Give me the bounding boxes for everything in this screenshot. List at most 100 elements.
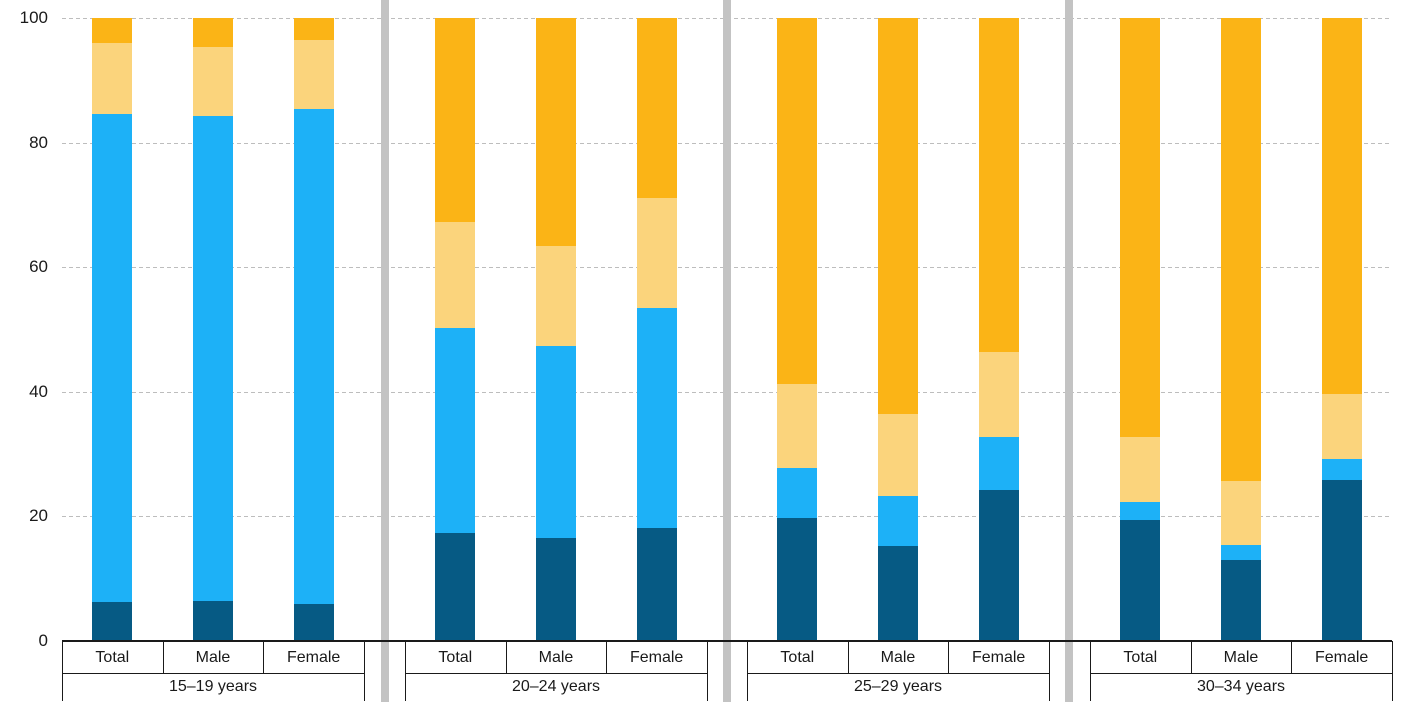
bar-segment-light-blue bbox=[777, 468, 818, 519]
bar-g3-male bbox=[878, 18, 918, 641]
bar-segment-light-amber bbox=[92, 42, 133, 114]
category-label: Total bbox=[780, 649, 815, 666]
bar-segment-light-blue bbox=[536, 346, 576, 539]
bar-segment-amber-top bbox=[435, 18, 476, 223]
y-tick-label: 20 bbox=[29, 506, 48, 526]
table-border bbox=[1392, 641, 1393, 701]
group-separator bbox=[1065, 0, 1073, 702]
y-tick-label: 80 bbox=[29, 132, 48, 152]
table-cell-divider bbox=[505, 641, 507, 673]
category-label: Total bbox=[95, 649, 130, 666]
age-group-label: 25–29 years bbox=[853, 678, 943, 695]
bar-segment-amber-top bbox=[777, 18, 818, 384]
bar-segment-dark-blue-bottom bbox=[193, 600, 233, 641]
bar-g1-male bbox=[193, 18, 233, 641]
bar-segment-amber-top bbox=[92, 18, 133, 43]
table-border bbox=[405, 641, 406, 701]
group-separator bbox=[381, 0, 389, 702]
bar-segment-amber-top bbox=[536, 18, 576, 247]
bar-segment-amber-top bbox=[878, 18, 918, 414]
bar-segment-dark-blue-bottom bbox=[878, 545, 918, 641]
category-label: Female bbox=[629, 649, 684, 666]
bar-segment-light-blue bbox=[1321, 459, 1362, 480]
table-border bbox=[1090, 641, 1091, 701]
category-label: Female bbox=[971, 649, 1026, 666]
y-tick-label: 60 bbox=[29, 257, 48, 277]
bar-g2-female bbox=[636, 18, 677, 641]
bar-g3-total bbox=[777, 18, 818, 641]
bar-segment-dark-blue-bottom bbox=[1221, 560, 1261, 641]
bar-g4-female bbox=[1321, 18, 1362, 641]
table-row-divider bbox=[62, 673, 364, 674]
bar-segment-dark-blue-bottom bbox=[536, 538, 576, 641]
bar-g4-male bbox=[1221, 18, 1261, 641]
category-label: Male bbox=[538, 649, 574, 666]
table-border bbox=[1049, 641, 1050, 701]
bar-segment-light-blue bbox=[293, 108, 334, 604]
bar-segment-dark-blue-bottom bbox=[1321, 479, 1362, 641]
bar-g1-total bbox=[92, 18, 133, 641]
bar-segment-amber-top bbox=[193, 18, 233, 47]
bar-segment-light-amber bbox=[1221, 480, 1261, 546]
y-tick-label: 40 bbox=[29, 381, 48, 401]
table-row-divider bbox=[405, 673, 707, 674]
bar-segment-dark-blue-bottom bbox=[978, 489, 1019, 641]
table-cell-divider bbox=[263, 641, 265, 673]
bar-segment-amber-top bbox=[1221, 18, 1261, 481]
table-row-divider bbox=[1090, 673, 1392, 674]
bar-segment-dark-blue-bottom bbox=[293, 603, 334, 641]
table-border bbox=[62, 641, 63, 701]
bar-segment-light-blue bbox=[193, 116, 233, 601]
table-cell-divider bbox=[606, 641, 608, 673]
bar-g1-female bbox=[293, 18, 334, 641]
bar-segment-light-amber bbox=[435, 222, 476, 329]
y-tick-label: 100 bbox=[19, 8, 48, 27]
group-separator bbox=[723, 0, 731, 702]
bar-segment-amber-top bbox=[978, 18, 1019, 352]
category-label: Female bbox=[1314, 649, 1369, 666]
bar-segment-light-amber bbox=[1120, 437, 1161, 503]
bar-segment-amber-top bbox=[293, 18, 334, 40]
table-cell-divider bbox=[1190, 641, 1192, 673]
bar-segment-light-blue bbox=[878, 496, 918, 546]
bar-segment-amber-top bbox=[1321, 18, 1362, 394]
bar-g4-total bbox=[1120, 18, 1161, 641]
category-label: Male bbox=[195, 649, 231, 666]
category-label: Total bbox=[438, 649, 473, 666]
age-group-label: 30–34 years bbox=[1196, 678, 1286, 695]
bar-segment-light-amber bbox=[293, 39, 334, 109]
bar-segment-light-blue bbox=[1221, 545, 1261, 561]
bar-segment-light-blue bbox=[1120, 502, 1161, 521]
bar-segment-light-amber bbox=[978, 351, 1019, 438]
table-cell-divider bbox=[1291, 641, 1293, 673]
bar-segment-light-amber bbox=[536, 246, 576, 347]
table-border bbox=[707, 641, 708, 701]
table-cell-divider bbox=[162, 641, 164, 673]
table-row-divider bbox=[747, 673, 1049, 674]
category-label: Male bbox=[880, 649, 916, 666]
bar-segment-light-blue bbox=[92, 113, 133, 603]
category-label: Total bbox=[1123, 649, 1158, 666]
bar-segment-light-blue bbox=[978, 437, 1019, 490]
bar-segment-light-amber bbox=[193, 46, 233, 117]
category-label: Male bbox=[1223, 649, 1259, 666]
category-label: Female bbox=[286, 649, 341, 666]
bar-segment-dark-blue-bottom bbox=[92, 602, 133, 641]
bar-segment-amber-top bbox=[1120, 18, 1161, 438]
bar-segment-light-amber bbox=[636, 198, 677, 309]
bar-g2-male bbox=[536, 18, 576, 641]
table-cell-divider bbox=[847, 641, 849, 673]
age-group-label: 15–19 years bbox=[168, 678, 258, 695]
bar-segment-dark-blue-bottom bbox=[777, 518, 818, 641]
table-border bbox=[747, 641, 748, 701]
age-group-label: 20–24 years bbox=[511, 678, 601, 695]
table-border bbox=[364, 641, 365, 701]
bar-segment-amber-top bbox=[636, 18, 677, 199]
y-tick-label: 0 bbox=[38, 631, 48, 650]
bar-segment-light-amber bbox=[1321, 393, 1362, 460]
bar-segment-light-amber bbox=[777, 383, 818, 469]
bar-segment-light-blue bbox=[435, 328, 476, 534]
bar-segment-dark-blue-bottom bbox=[435, 533, 476, 641]
x-axis-line bbox=[62, 640, 1392, 642]
